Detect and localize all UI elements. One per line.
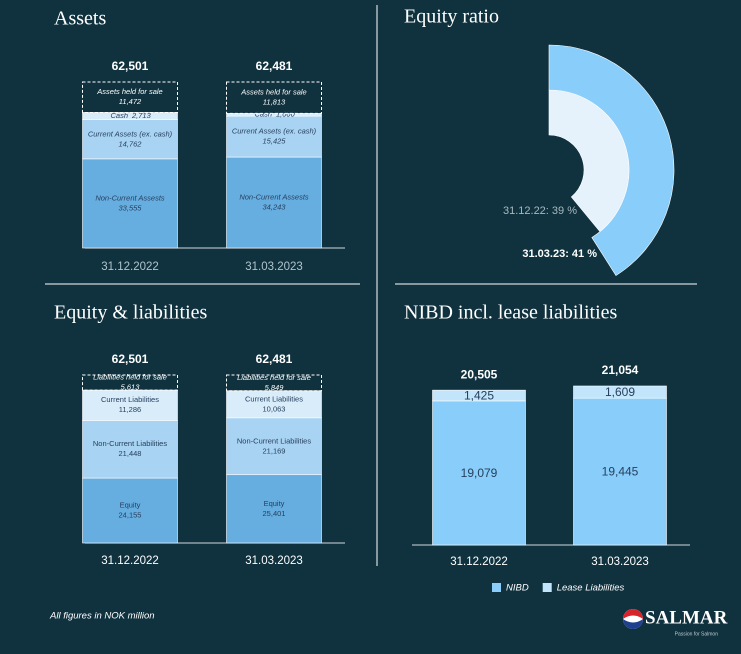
bar-segment [432, 389, 526, 402]
data-label: 31.12.22: 39 % [503, 205, 577, 217]
chart-title: NIBD incl. lease liabilities [404, 302, 617, 324]
data-label: 33,555 [119, 203, 143, 212]
bar-segment [432, 400, 526, 546]
bar-segment [82, 389, 178, 421]
bar-segment [226, 390, 322, 419]
segment-name: Equity [264, 499, 285, 508]
logo-icon [623, 609, 643, 619]
data-label: 14,762 [119, 139, 143, 148]
data-label: 34,243 [263, 203, 287, 212]
segment-name: Non-Current Assests [95, 193, 165, 202]
logo-tagline: Passion for Salmon [675, 631, 719, 637]
data-label: 19,445 [602, 465, 639, 479]
data-label: 10,063 [263, 404, 286, 413]
data-label: 21,448 [119, 449, 142, 458]
segment-name: Liabilities held for sale [237, 373, 311, 382]
total-label: 62,481 [256, 352, 293, 366]
segment-name: Current Liabilities [101, 395, 159, 404]
data-label: 31.03.23: 41 % [522, 248, 597, 260]
segment-name: Cash [254, 110, 272, 119]
bar-segment [226, 156, 322, 249]
bar-segment [82, 420, 178, 479]
chart-title: Equity & liabilities [54, 302, 208, 324]
bar-segment [226, 417, 322, 476]
x-tick-label: 31.03.2023 [245, 555, 303, 567]
data-label: 21,169 [263, 446, 286, 455]
data-label: 1,425 [464, 389, 494, 403]
bar-segment [82, 112, 178, 120]
logo-text: SALMAR [645, 607, 728, 628]
data-label: 1,609 [605, 385, 635, 399]
legend-swatch [492, 583, 501, 592]
bar-segment [573, 385, 667, 399]
data-label: 11,472 [119, 97, 142, 106]
x-tick-label: 31.12.2022 [101, 261, 159, 273]
bar-segment [226, 113, 322, 117]
segment-name: Non-Current Liabilities [237, 436, 311, 445]
data-label: 25,401 [263, 509, 286, 518]
footnote: All figures in NOK million [49, 611, 155, 622]
data-label: 11,813 [263, 98, 286, 107]
data-label: 19,079 [461, 466, 498, 480]
x-tick-label: 31.03.2023 [591, 556, 649, 568]
bar-segment [573, 397, 667, 546]
data-label: 15,425 [263, 137, 287, 146]
bar-segment [226, 81, 322, 114]
segment-name: Assets held for sale [96, 87, 162, 96]
total-label: 21,054 [602, 363, 639, 377]
bar-segment [82, 119, 178, 160]
segment-name: Liabilities held for sale [93, 373, 167, 382]
data-label: 11,286 [119, 405, 141, 414]
logo-icon [623, 619, 643, 629]
segment-name: Non-Current Liabilities [93, 439, 167, 448]
segment-name: Equity [120, 501, 141, 510]
total-label: 62,501 [112, 352, 149, 366]
x-tick-label: 31.12.2022 [101, 555, 159, 567]
data-label: 5,613 [121, 383, 141, 392]
bar-segment [82, 374, 178, 391]
x-tick-label: 31.03.2023 [245, 261, 303, 273]
ratio-arc [548, 44, 675, 276]
bar-segment [226, 115, 322, 158]
segment-name: Assets held for sale [240, 88, 306, 97]
legend-swatch [542, 583, 552, 592]
data-label: 5,849 [265, 383, 285, 392]
chart-title: Equity ratio [404, 6, 499, 28]
total-label: 62,481 [256, 59, 293, 73]
data-label: 2,713 [131, 111, 152, 120]
bar-segment [226, 474, 322, 544]
bar-segment [226, 374, 322, 392]
segment-name: Non-Current Assests [239, 193, 309, 202]
total-label: 62,501 [112, 59, 149, 73]
bar-segment [82, 81, 178, 113]
segment-name: Current Assets (ex. cash) [232, 127, 317, 136]
legend-label: NIBD [506, 583, 529, 594]
x-tick-label: 31.12.2022 [450, 556, 508, 568]
chart-title: Assets [54, 8, 106, 30]
segment-name: Current Liabilities [245, 394, 303, 403]
bar-segment [82, 477, 178, 544]
segment-name: Current Assets (ex. cash) [88, 129, 173, 138]
bar-segment [82, 158, 178, 249]
segment-name: Cash [110, 111, 128, 120]
data-label: 24,155 [119, 511, 142, 520]
legend-label: Lease Liabilities [557, 583, 625, 594]
total-label: 20,505 [461, 367, 498, 381]
data-label: 1,000 [276, 110, 296, 119]
